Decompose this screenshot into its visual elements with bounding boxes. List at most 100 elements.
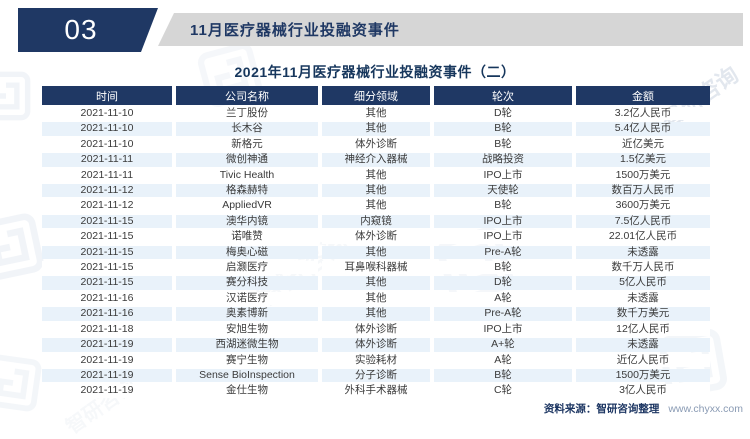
table-cell: 其他 bbox=[322, 307, 430, 321]
table-cell: 格森赫特 bbox=[176, 184, 318, 198]
table-row: 2021-11-19 赛宁生物 实验耗材 A轮 近亿人民币 bbox=[42, 353, 710, 367]
table-title: 2021年11月医疗器械行业投融资事件（二） bbox=[234, 64, 516, 80]
section-number-badge: 03 bbox=[18, 8, 158, 52]
table-cell: D轮 bbox=[434, 276, 572, 290]
table-row: 2021-11-15 启灏医疗 耳鼻喉科器械 B轮 数千万人民币 bbox=[42, 261, 710, 275]
table-cell: 诺唯赞 bbox=[176, 230, 318, 244]
table-cell: A轮 bbox=[434, 291, 572, 306]
table-cell: 长木谷 bbox=[176, 122, 318, 136]
table-cell: 汉诺医疗 bbox=[176, 291, 318, 306]
table-cell: Pre-A轮 bbox=[434, 307, 572, 321]
section-number: 03 bbox=[64, 14, 98, 45]
table-row: 2021-11-10 兰丁股份 其他 D轮 3.2亿人民币 bbox=[42, 107, 710, 121]
table-cell: 其他 bbox=[322, 276, 430, 290]
section-title: 11月医疗器械行业投融资事件 bbox=[190, 22, 400, 39]
table-cell: 外科手术器械 bbox=[322, 384, 430, 398]
table-cell: 3600万美元 bbox=[576, 199, 710, 213]
table-cell: AppliedVR bbox=[176, 199, 318, 213]
source-url-link[interactable]: www.chyxx.com bbox=[668, 403, 743, 415]
table-cell: 其他 bbox=[322, 199, 430, 213]
table-row: 2021-11-19 金仕生物 外科手术器械 C轮 3亿人民币 bbox=[42, 384, 710, 398]
table-cell: 2021-11-16 bbox=[42, 307, 172, 321]
column-header: 金额 bbox=[576, 86, 710, 105]
table-cell: IPO上市 bbox=[434, 214, 572, 229]
table-cell: 2021-11-15 bbox=[42, 230, 172, 244]
table-cell: 赛宁生物 bbox=[176, 353, 318, 367]
table-cell: B轮 bbox=[434, 261, 572, 275]
table-cell: 神经介入器械 bbox=[322, 153, 430, 167]
table-cell: 数百万人民币 bbox=[576, 184, 710, 198]
table-cell: 内窥镜 bbox=[322, 214, 430, 229]
table-cell: A轮 bbox=[434, 353, 572, 367]
table-cell: 体外诊断 bbox=[322, 338, 430, 352]
table-cell: 1500万美元 bbox=[576, 368, 710, 383]
table-cell: 近亿美元 bbox=[576, 137, 710, 152]
table-row: 2021-11-16 奥素博新 其他 Pre-A轮 数千万美元 bbox=[42, 307, 710, 321]
table-cell: 其他 bbox=[322, 245, 430, 260]
table-cell: 2021-11-15 bbox=[42, 261, 172, 275]
table-cell: 未透露 bbox=[576, 245, 710, 260]
table-cell: 2021-11-16 bbox=[42, 291, 172, 306]
table-cell: Tivic Health bbox=[176, 168, 318, 183]
table-cell: 5.4亿人民币 bbox=[576, 122, 710, 136]
table-cell: 未透露 bbox=[576, 291, 710, 306]
table-cell: 2021-11-19 bbox=[42, 384, 172, 398]
table-cell: 新格元 bbox=[176, 137, 318, 152]
table-cell: 1500万美元 bbox=[576, 168, 710, 183]
column-header: 时间 bbox=[42, 86, 172, 105]
table-row: 2021-11-15 澳华内镜 内窥镜 IPO上市 7.5亿人民币 bbox=[42, 214, 710, 229]
table-cell: 1.5亿美元 bbox=[576, 153, 710, 167]
table-cell: 5亿人民币 bbox=[576, 276, 710, 290]
table-cell: 12亿人民币 bbox=[576, 322, 710, 337]
table-row: 2021-11-12 AppliedVR 其他 B轮 3600万美元 bbox=[42, 199, 710, 213]
table-cell: C轮 bbox=[434, 384, 572, 398]
table-cell: 分子诊断 bbox=[322, 368, 430, 383]
table-cell: 数千万美元 bbox=[576, 307, 710, 321]
table-cell: D轮 bbox=[434, 107, 572, 121]
financing-table-container: 时间 公司名称 细分领域 轮次 金额 2021-11-10 兰丁股份 其他 D轮 3.2亿人民币… bbox=[38, 84, 714, 400]
table-row: 2021-11-15 梅奥心磁 其他 Pre-A轮 未透露 bbox=[42, 245, 710, 260]
table-cell: 2021-11-10 bbox=[42, 122, 172, 136]
table-cell: 天使轮 bbox=[434, 184, 572, 198]
table-cell: 7.5亿人民币 bbox=[576, 214, 710, 229]
table-cell: 其他 bbox=[322, 291, 430, 306]
table-cell: 耳鼻喉科器械 bbox=[322, 261, 430, 275]
table-cell: 2021-11-12 bbox=[42, 199, 172, 213]
table-row: 2021-11-10 长木谷 其他 B轮 5.4亿人民币 bbox=[42, 122, 710, 136]
table-cell: 奥素博新 bbox=[176, 307, 318, 321]
table-cell: 2021-11-19 bbox=[42, 338, 172, 352]
table-cell: B轮 bbox=[434, 122, 572, 136]
table-cell: 2021-11-19 bbox=[42, 368, 172, 383]
source-line: 资料来源：智研咨询整理 www.chyxx.com bbox=[544, 401, 743, 416]
financing-events-table: 时间 公司名称 细分领域 轮次 金额 2021-11-10 兰丁股份 其他 D轮 3.2亿人民币… bbox=[38, 84, 714, 400]
table-cell: Pre-A轮 bbox=[434, 245, 572, 260]
table-header-row: 时间 公司名称 细分领域 轮次 金额 bbox=[42, 86, 710, 105]
column-header: 轮次 bbox=[434, 86, 572, 105]
source-label: 资料来源：智研咨询整理 bbox=[543, 403, 660, 415]
table-row: 2021-11-19 西湖迷微生物 体外诊断 A+轮 未透露 bbox=[42, 338, 710, 352]
table-cell: 实验耗材 bbox=[322, 353, 430, 367]
table-cell: 3亿人民币 bbox=[576, 384, 710, 398]
table-cell: 启灏医疗 bbox=[176, 261, 318, 275]
table-cell: 数千万人民币 bbox=[576, 261, 710, 275]
table-cell: 澳华内镜 bbox=[176, 214, 318, 229]
table-cell: 未透露 bbox=[576, 338, 710, 352]
table-cell: IPO上市 bbox=[434, 230, 572, 244]
table-cell: 2021-11-15 bbox=[42, 245, 172, 260]
table-cell: IPO上市 bbox=[434, 168, 572, 183]
table-cell: 2021-11-19 bbox=[42, 353, 172, 367]
table-row: 2021-11-12 格森赫特 其他 天使轮 数百万人民币 bbox=[42, 184, 710, 198]
table-cell: Sense BioInspection bbox=[176, 368, 318, 383]
table-cell: 2021-11-18 bbox=[42, 322, 172, 337]
table-cell: 3.2亿人民币 bbox=[576, 107, 710, 121]
table-cell: 其他 bbox=[322, 122, 430, 136]
table-cell: 兰丁股份 bbox=[176, 107, 318, 121]
section-title-bar: 11月医疗器械行业投融资事件 bbox=[158, 13, 743, 46]
table-cell: 2021-11-11 bbox=[42, 168, 172, 183]
table-cell: B轮 bbox=[434, 199, 572, 213]
table-cell: 2021-11-15 bbox=[42, 214, 172, 229]
table-cell: 战略投资 bbox=[434, 153, 572, 167]
table-cell: 赛分科技 bbox=[176, 276, 318, 290]
table-cell: 2021-11-15 bbox=[42, 276, 172, 290]
table-cell: B轮 bbox=[434, 368, 572, 383]
